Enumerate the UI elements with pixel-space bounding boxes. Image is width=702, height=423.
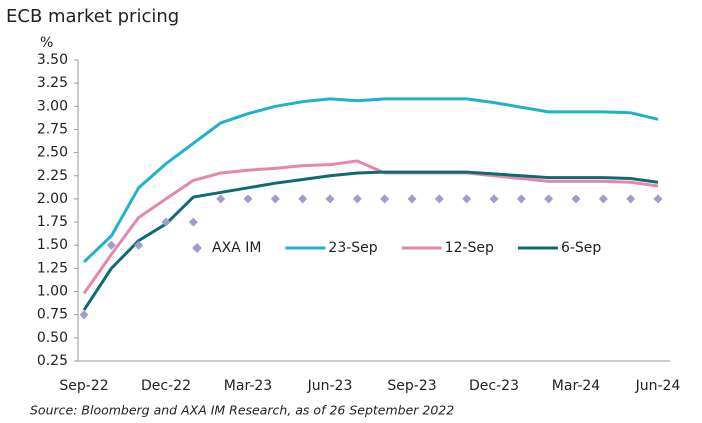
y-tick-label: 2.75 (37, 121, 68, 137)
data-point (571, 194, 581, 204)
data-point (407, 194, 417, 204)
x-tick-label: Mar-24 (552, 378, 600, 394)
data-point (216, 194, 226, 204)
data-point (352, 194, 362, 204)
data-point (626, 194, 636, 204)
y-tick-label: 1.25 (37, 260, 68, 276)
chart-title: ECB market pricing (6, 6, 179, 27)
y-tick-label: 0.50 (37, 330, 68, 346)
data-point (79, 310, 89, 320)
y-tick-label: 3.25 (37, 75, 68, 91)
legend-label: 23-Sep (328, 240, 377, 256)
y-tick-label: 0.75 (37, 307, 68, 323)
y-tick-label: 3.00 (37, 98, 68, 114)
data-point (544, 194, 554, 204)
data-point (462, 194, 472, 204)
data-point (434, 194, 444, 204)
x-tick-label: Sep-23 (387, 378, 436, 394)
data-point (188, 217, 198, 227)
series-line (82, 97, 659, 263)
y-tick-label: 0.25 (37, 353, 68, 369)
data-point (380, 194, 390, 204)
x-tick-label: Jun-23 (307, 378, 353, 394)
legend-label: 6-Sep (561, 240, 601, 256)
data-point (598, 194, 608, 204)
y-tick-label: 2.00 (37, 191, 68, 207)
y-tick-label: 3.50 (37, 52, 68, 68)
data-point (243, 194, 253, 204)
series-line (82, 170, 659, 311)
legend-label: 12-Sep (445, 240, 494, 256)
x-tick-label: Dec-22 (141, 378, 191, 394)
data-point (270, 194, 280, 204)
data-point (106, 240, 116, 250)
y-tick-label: 1.75 (37, 214, 68, 230)
y-tick-label: 1.00 (37, 284, 68, 300)
data-point (489, 194, 499, 204)
y-tick-label: 2.50 (37, 145, 68, 161)
data-point (134, 240, 144, 250)
x-tick-label: Dec-23 (469, 378, 519, 394)
y-axis-label: % (40, 35, 53, 51)
legend-marker (192, 243, 202, 253)
source-note: Source: Bloomberg and AXA IM Research, a… (30, 403, 454, 418)
x-tick-label: Mar-23 (224, 378, 272, 394)
x-tick-label: Sep-22 (59, 378, 108, 394)
legend-label: AXA IM (212, 240, 261, 256)
data-point (161, 217, 171, 227)
y-tick-label: 2.25 (37, 168, 68, 184)
x-tick-label: Jun-24 (635, 378, 681, 394)
data-point (325, 194, 335, 204)
data-point (298, 194, 308, 204)
y-tick-label: 1.50 (37, 237, 68, 253)
data-point (653, 194, 663, 204)
series-line (82, 159, 659, 295)
data-point (516, 194, 526, 204)
